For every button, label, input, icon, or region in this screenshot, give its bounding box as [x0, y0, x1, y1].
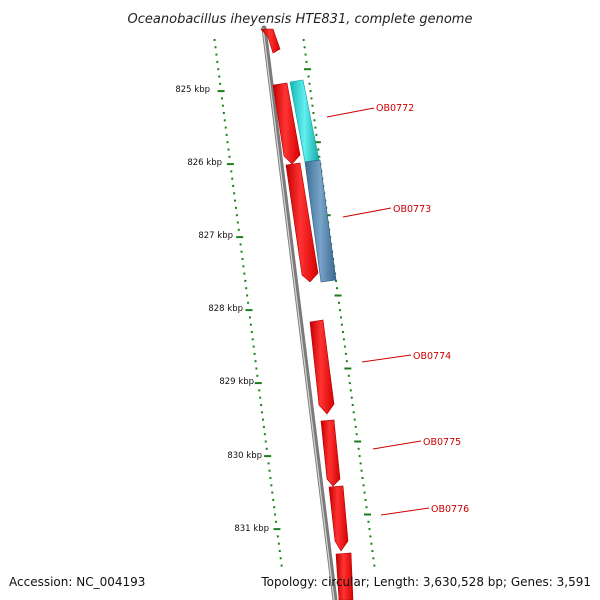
gene-ob0776: [328, 485, 349, 552]
gene-label-ob0773[interactable]: OB0773: [393, 204, 431, 215]
ruler-label-831-kbp: 831 kbp: [234, 524, 269, 534]
connector-ob0772: [326, 107, 375, 118]
inner-ruler-ticks: [213, 39, 283, 567]
backbone-highlight: [262, 27, 335, 600]
connector-ob0775: [372, 440, 422, 450]
gene-forward-1: [272, 82, 301, 165]
ruler-labels: 825 kbp 826 kbp 827 kbp 828 kbp 829 kbp …: [175, 85, 269, 534]
gene-label-connectors: [326, 107, 430, 516]
ruler-label-826-kbp: 826 kbp: [187, 158, 222, 168]
gene-forward-2: [285, 162, 319, 283]
genome-backbone: [261, 25, 338, 600]
connector-ob0773: [342, 207, 392, 218]
gene-label-ob0774[interactable]: OB0774: [413, 351, 451, 362]
gene-ob0775: [320, 419, 341, 487]
gene-label-ob0775[interactable]: OB0775: [423, 437, 461, 448]
ruler-label-828-kbp: 828 kbp: [208, 304, 243, 314]
topology-summary: Topology: circular; Length: 3,630,528 bp…: [260, 575, 591, 589]
connector-ob0774: [361, 354, 412, 363]
gene-top-partial: [260, 28, 281, 54]
map-title: Oceanobacillus iheyensis HTE831, complet…: [128, 12, 473, 27]
ruler-label-829-kbp: 829 kbp: [219, 377, 254, 387]
gene-labels: OB0772 OB0773 OB0774 OB0775 OB0776: [376, 103, 469, 515]
ruler-label-830-kbp: 830 kbp: [227, 451, 262, 461]
gene-ob0774: [309, 319, 335, 415]
accession-text: Accession: NC_004193: [9, 575, 145, 589]
ruler-label-827-kbp: 827 kbp: [198, 231, 233, 241]
gene-label-ob0776[interactable]: OB0776: [431, 504, 469, 515]
gene-bottom-partial: [335, 552, 354, 600]
genes: [260, 28, 354, 600]
gene-label-ob0772[interactable]: OB0772: [376, 103, 414, 114]
ruler-label-825-kbp: 825 kbp: [175, 85, 210, 95]
connector-ob0776: [380, 507, 430, 516]
backbone-line: [261, 25, 338, 600]
gene-ob0773: [304, 159, 337, 283]
